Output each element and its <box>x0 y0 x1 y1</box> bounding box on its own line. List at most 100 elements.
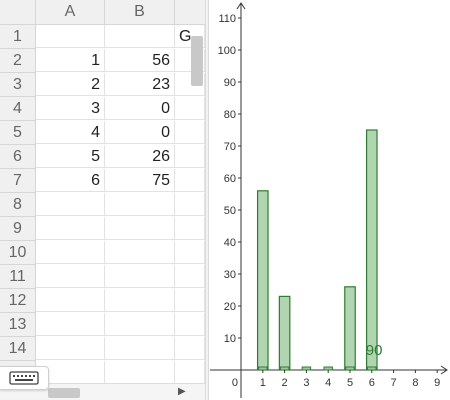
row-header[interactable]: 12 <box>0 289 36 313</box>
row-header[interactable]: 10 <box>0 241 36 265</box>
cell-b9[interactable] <box>105 217 175 240</box>
cell-c13[interactable] <box>175 313 205 336</box>
sheet-row: 3 2 23 <box>0 73 205 97</box>
cell-c3[interactable] <box>175 73 205 96</box>
horizontal-scrollbar[interactable]: ▶ <box>0 383 205 400</box>
row-header[interactable]: 7 <box>0 169 36 193</box>
row-header[interactable]: 13 <box>0 313 36 337</box>
cell-b10[interactable] <box>105 241 175 264</box>
cell-a6[interactable]: 5 <box>36 145 105 168</box>
cell-a9[interactable] <box>36 217 105 240</box>
cell-a2[interactable]: 1 <box>36 49 105 72</box>
cell-a8[interactable] <box>36 193 105 216</box>
bar-1[interactable] <box>256 190 269 371</box>
sheet-row: 9 <box>0 217 205 241</box>
cell-a7[interactable]: 6 <box>36 169 105 192</box>
row-header[interactable]: 4 <box>0 97 36 121</box>
x-tick-label: 1 <box>260 377 266 389</box>
cell-a5[interactable]: 4 <box>36 121 105 144</box>
cell-c10[interactable] <box>175 241 205 264</box>
view-divider[interactable] <box>205 0 209 400</box>
row-header[interactable]: 5 <box>0 121 36 145</box>
cell-c11[interactable] <box>175 265 205 288</box>
graphics-view[interactable]: 0 1 2 3 4 5 6 7 8 9 10 20 30 40 50 60 70 80 90 100 110 90 <box>210 0 450 400</box>
chevron-right-icon[interactable]: ▶ <box>178 386 186 397</box>
cell-c15[interactable] <box>175 361 205 384</box>
cell-b4[interactable]: 0 <box>105 97 175 120</box>
cell-b7[interactable]: 75 <box>105 169 175 192</box>
corner-cell[interactable] <box>0 0 36 25</box>
row-header[interactable]: 3 <box>0 73 36 97</box>
sheet-row: 7 6 75 <box>0 169 205 193</box>
cell-c12[interactable] <box>175 289 205 312</box>
cell-c7[interactable] <box>175 169 205 192</box>
cell-c2[interactable] <box>175 49 205 72</box>
cell-b12[interactable] <box>105 289 175 312</box>
y-tick-label: 110 <box>218 13 236 25</box>
cell-b13[interactable] <box>105 313 175 336</box>
cell-c6[interactable] <box>175 145 205 168</box>
cell-b8[interactable] <box>105 193 175 216</box>
bar-5[interactable] <box>344 286 356 371</box>
bar-base-3 <box>301 366 312 371</box>
bar-6[interactable] <box>365 129 378 371</box>
cell-b6[interactable]: 26 <box>105 145 175 168</box>
cell-a10[interactable] <box>36 241 105 264</box>
x-tick-label: 0 <box>232 377 238 389</box>
keyboard-button[interactable] <box>0 366 49 390</box>
y-tick-label: 80 <box>224 109 236 121</box>
sheet-row: 2 1 56 <box>0 49 205 73</box>
row-header[interactable]: 8 <box>0 193 36 217</box>
cell-a11[interactable] <box>36 265 105 288</box>
column-header-b[interactable]: B <box>105 0 175 25</box>
y-tick-label: 60 <box>224 173 236 185</box>
bar-base-4 <box>323 366 333 371</box>
row-header[interactable]: 11 <box>0 265 36 289</box>
sheet-row: 10 <box>0 241 205 265</box>
sheet-row: 13 <box>0 313 205 337</box>
cell-b5[interactable]: 0 <box>105 121 175 144</box>
keyboard-icon <box>9 371 39 385</box>
y-tick-label: 30 <box>224 269 236 281</box>
x-tick-label: 8 <box>412 377 418 389</box>
cell-c5[interactable] <box>175 121 205 144</box>
row-header[interactable]: 6 <box>0 145 36 169</box>
horizontal-scroll-thumb[interactable] <box>48 388 80 398</box>
cell-b1[interactable] <box>105 25 175 48</box>
y-tick-label: 40 <box>224 237 236 249</box>
cell-b2[interactable]: 56 <box>105 49 175 72</box>
cell-a3[interactable]: 2 <box>36 73 105 96</box>
cell-b14[interactable] <box>105 337 175 360</box>
cell-c14[interactable] <box>175 337 205 360</box>
cell-c8[interactable] <box>175 193 205 216</box>
cell-a1[interactable] <box>36 25 105 48</box>
vertical-scrollbar[interactable] <box>191 36 203 86</box>
cell-b15[interactable] <box>105 361 175 384</box>
row-header[interactable]: 9 <box>0 217 36 241</box>
bar-base-1 <box>258 366 268 371</box>
row-header[interactable]: 1 <box>0 25 36 49</box>
cell-a14[interactable] <box>36 337 105 360</box>
spreadsheet-view[interactable]: A B 1 G 2 1 56 3 2 23 4 3 0 5 4 0 6 5 26 7 6 75 8 9 10 11 12 13 14… <box>0 0 205 400</box>
x-tick-label: 5 <box>347 377 353 389</box>
column-header-a[interactable]: A <box>36 0 105 25</box>
cell-b3[interactable]: 23 <box>105 73 175 96</box>
cell-c4[interactable] <box>175 97 205 120</box>
column-header-c[interactable] <box>175 0 205 25</box>
row-header[interactable]: 2 <box>0 49 36 73</box>
cell-a12[interactable] <box>36 289 105 312</box>
cell-a13[interactable] <box>36 313 105 336</box>
bar-2[interactable] <box>278 295 291 371</box>
x-axis-arrow <box>440 365 448 375</box>
x-tick-label: 3 <box>303 377 309 389</box>
row-header[interactable]: 14 <box>0 337 36 361</box>
x-tick-label: 9 <box>434 377 440 389</box>
point-label[interactable]: 90 <box>366 342 383 359</box>
cell-a4[interactable]: 3 <box>36 97 105 120</box>
cell-c9[interactable] <box>175 217 205 240</box>
cell-b11[interactable] <box>105 265 175 288</box>
bar-base-2 <box>279 366 290 371</box>
bar-base-6 <box>367 366 377 371</box>
cell-c1[interactable]: G <box>175 25 205 48</box>
